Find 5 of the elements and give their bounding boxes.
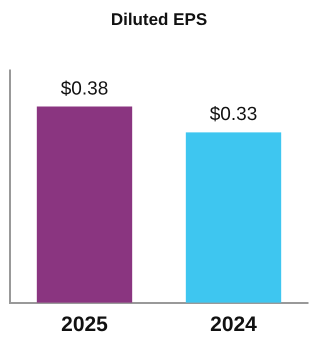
x-tick-label: 2024 (210, 313, 258, 336)
data-label: $0.33 (210, 104, 258, 126)
data-label: $0.38 (60, 78, 108, 100)
chart-title: Diluted EPS (110, 10, 208, 29)
x-tick-label: 2025 (61, 313, 108, 336)
